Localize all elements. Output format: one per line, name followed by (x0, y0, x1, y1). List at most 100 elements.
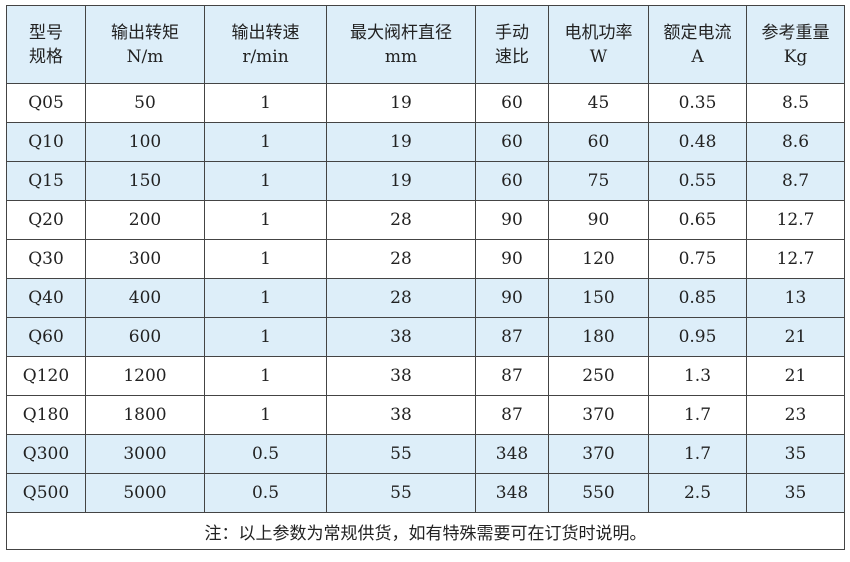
table-row: Q15 150 1 19 60 75 0.55 8.7 (6, 161, 845, 201)
cell-rated-current: 1.3 (648, 356, 747, 396)
cell-torque: 5000 (85, 473, 205, 513)
table-row: Q180 1800 1 38 87 370 1.7 23 (6, 395, 845, 435)
cell-model: Q30 (6, 239, 86, 279)
cell-speed: 0.5 (204, 473, 327, 513)
cell-torque: 200 (85, 200, 205, 240)
cell-manual-ratio: 60 (475, 161, 549, 201)
cell-manual-ratio: 87 (475, 317, 549, 357)
cell-rated-current: 1.7 (648, 434, 747, 474)
header-torque-unit: N/m (126, 46, 164, 67)
cell-model: Q05 (6, 83, 86, 123)
cell-torque: 100 (85, 122, 205, 162)
table-row: Q120 1200 1 38 87 250 1.3 21 (6, 356, 845, 396)
header-motor-power-unit: W (589, 46, 608, 67)
spec-table: 型号规格 输出转矩 N/m 输出转速 r/min 最大阀杆直径 mm 手动速比 电机功率 W 额定电… (6, 5, 845, 550)
header-weight: 参考重量 Kg (746, 5, 845, 84)
header-row: 型号规格 输出转矩 N/m 输出转速 r/min 最大阀杆直径 mm 手动速比 电机功率 W 额定电… (6, 5, 845, 84)
cell-max-stem-diameter: 28 (326, 200, 476, 240)
cell-speed: 1 (204, 395, 327, 435)
cell-manual-ratio: 87 (475, 356, 549, 396)
cell-rated-current: 1.7 (648, 395, 747, 435)
cell-rated-current: 0.48 (648, 122, 747, 162)
cell-manual-ratio: 348 (475, 434, 549, 474)
cell-rated-current: 0.85 (648, 278, 747, 318)
cell-torque: 3000 (85, 434, 205, 474)
cell-max-stem-diameter: 38 (326, 395, 476, 435)
cell-weight: 13 (746, 278, 845, 318)
cell-motor-power: 60 (548, 122, 649, 162)
cell-max-stem-diameter: 28 (326, 239, 476, 279)
cell-model: Q120 (6, 356, 86, 396)
cell-speed: 1 (204, 278, 327, 318)
table-row: Q500 5000 0.5 55 348 550 2.5 35 (6, 473, 845, 513)
cell-max-stem-diameter: 38 (326, 356, 476, 396)
cell-manual-ratio: 90 (475, 239, 549, 279)
cell-max-stem-diameter: 19 (326, 161, 476, 201)
header-rated-current: 额定电流 A (648, 5, 747, 84)
cell-model: Q60 (6, 317, 86, 357)
cell-rated-current: 0.75 (648, 239, 747, 279)
cell-speed: 1 (204, 239, 327, 279)
cell-max-stem-diameter: 28 (326, 278, 476, 318)
cell-weight: 23 (746, 395, 845, 435)
header-weight-unit: Kg (783, 46, 808, 67)
cell-weight: 8.7 (746, 161, 845, 201)
cell-weight: 8.5 (746, 83, 845, 123)
cell-motor-power: 370 (548, 434, 649, 474)
cell-rated-current: 2.5 (648, 473, 747, 513)
cell-motor-power: 180 (548, 317, 649, 357)
cell-speed: 1 (204, 122, 327, 162)
cell-max-stem-diameter: 55 (326, 473, 476, 513)
cell-model: Q500 (6, 473, 86, 513)
table-row: Q20 200 1 28 90 90 0.65 12.7 (6, 200, 845, 240)
header-rated-current-unit: A (691, 46, 704, 67)
cell-manual-ratio: 87 (475, 395, 549, 435)
cell-weight: 12.7 (746, 239, 845, 279)
cell-rated-current: 0.95 (648, 317, 747, 357)
cell-speed: 1 (204, 83, 327, 123)
cell-model: Q40 (6, 278, 86, 318)
header-model-label: 型号 (29, 22, 63, 43)
cell-weight: 12.7 (746, 200, 845, 240)
header-motor-power-label: 电机功率 (564, 22, 633, 43)
header-speed-label: 输出转速 (231, 22, 300, 43)
cell-max-stem-diameter: 55 (326, 434, 476, 474)
header-speed: 输出转速 r/min (204, 5, 327, 84)
cell-torque: 600 (85, 317, 205, 357)
header-model-unit: 规格 (29, 46, 63, 67)
cell-motor-power: 250 (548, 356, 649, 396)
cell-weight: 35 (746, 473, 845, 513)
cell-manual-ratio: 90 (475, 200, 549, 240)
cell-model: Q15 (6, 161, 86, 201)
header-manual-ratio-unit: 速比 (495, 46, 529, 67)
header-manual-ratio-label: 手动 (495, 22, 529, 43)
header-weight-label: 参考重量 (761, 22, 830, 43)
cell-model: Q10 (6, 122, 86, 162)
cell-rated-current: 0.35 (648, 83, 747, 123)
cell-weight: 21 (746, 317, 845, 357)
cell-torque: 1200 (85, 356, 205, 396)
table-row: Q05 50 1 19 60 45 0.35 8.5 (6, 83, 845, 123)
table-row: Q60 600 1 38 87 180 0.95 21 (6, 317, 845, 357)
cell-weight: 8.6 (746, 122, 845, 162)
cell-speed: 1 (204, 317, 327, 357)
header-speed-unit: r/min (242, 46, 289, 67)
cell-manual-ratio: 90 (475, 278, 549, 318)
header-torque: 输出转矩 N/m (85, 5, 205, 84)
cell-speed: 1 (204, 356, 327, 396)
header-max-stem-diameter: 最大阀杆直径 mm (326, 5, 476, 84)
cell-torque: 150 (85, 161, 205, 201)
cell-weight: 21 (746, 356, 845, 396)
table-row: Q30 300 1 28 90 120 0.75 12.7 (6, 239, 845, 279)
cell-rated-current: 0.55 (648, 161, 747, 201)
cell-speed: 1 (204, 200, 327, 240)
cell-torque: 300 (85, 239, 205, 279)
header-rated-current-label: 额定电流 (663, 22, 732, 43)
cell-speed: 0.5 (204, 434, 327, 474)
cell-motor-power: 90 (548, 200, 649, 240)
header-torque-label: 输出转矩 (111, 22, 179, 43)
cell-speed: 1 (204, 161, 327, 201)
table-row: Q10 100 1 19 60 60 0.48 8.6 (6, 122, 845, 162)
cell-torque: 50 (85, 83, 205, 123)
cell-manual-ratio: 348 (475, 473, 549, 513)
